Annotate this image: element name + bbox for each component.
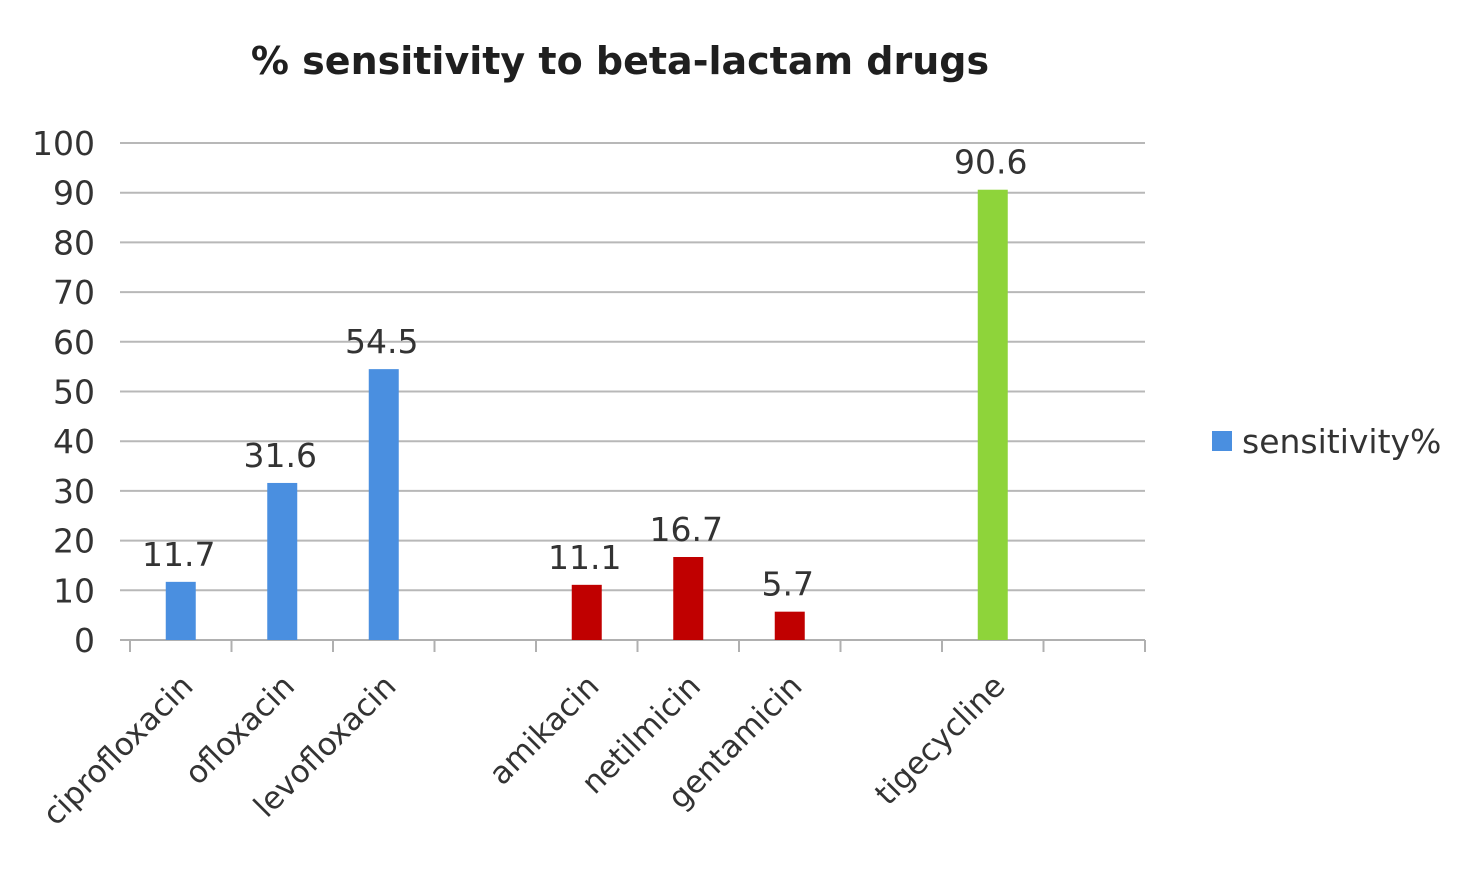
bar: [165, 581, 196, 640]
y-tick-label: 40: [53, 422, 95, 461]
chart-title: % sensitivity to beta-lactam drugs: [251, 39, 989, 83]
y-tick-label: 20: [53, 522, 95, 561]
category-label: ciprofloxacin: [36, 668, 200, 832]
bar: [673, 557, 704, 640]
category-label: tigecycline: [868, 668, 1012, 812]
bars: [165, 189, 1008, 640]
y-tick-label: 50: [53, 373, 95, 412]
y-tick-label: 70: [53, 273, 95, 312]
data-label: 11.7: [142, 535, 215, 574]
data-label: 16.7: [650, 510, 723, 549]
data-label: 11.1: [548, 538, 621, 577]
legend: sensitivity%: [1212, 422, 1441, 461]
y-tick-label: 80: [53, 223, 95, 262]
bar: [977, 189, 1008, 640]
legend-swatch: [1212, 431, 1232, 451]
bar: [368, 369, 399, 640]
y-tick-label: 10: [53, 571, 95, 610]
data-labels: 11.7 31.6 54.5 11.1 16.7 5.7 90.6: [142, 143, 1027, 604]
y-tick-label: 60: [53, 323, 95, 362]
data-label: 54.5: [345, 322, 418, 361]
y-tick-label: 30: [53, 472, 95, 511]
data-label: 31.6: [244, 436, 317, 475]
y-tick-label: 90: [53, 174, 95, 213]
y-tick-label: 100: [32, 124, 95, 163]
legend-label: sensitivity%: [1242, 422, 1441, 461]
bar: [774, 611, 805, 640]
data-label: 90.6: [954, 143, 1027, 182]
axes: 0 10 20 30 40 50 60 70 80 90 100: [32, 124, 1146, 660]
bar: [267, 482, 298, 640]
y-tick-label: 0: [74, 621, 95, 660]
bar: [571, 584, 602, 640]
data-label: 5.7: [762, 565, 814, 604]
